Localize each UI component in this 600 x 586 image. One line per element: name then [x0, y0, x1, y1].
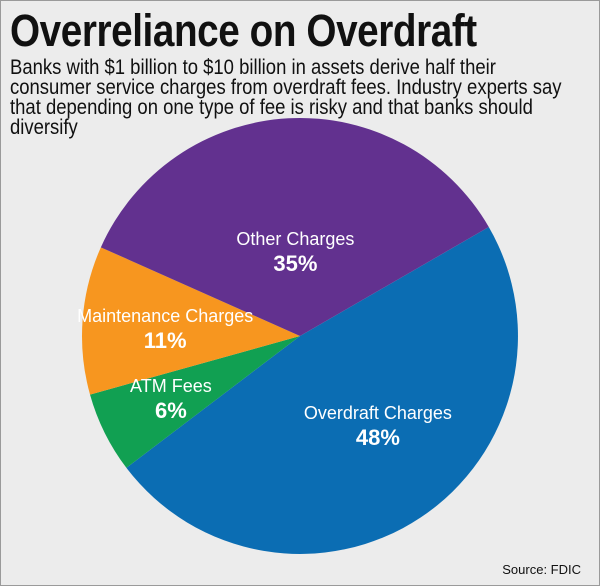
pie-slice-overdraft-charges: [126, 227, 518, 554]
chart-title: Overreliance on Overdraft: [10, 5, 477, 56]
pie-slice-atm-fees: [90, 336, 300, 468]
slice-label-percent: 11%: [144, 328, 187, 353]
pie-slice-maintenance-charges: [82, 247, 300, 395]
slice-label-percent: 35%: [273, 251, 317, 276]
source-note: Source: FDIC: [502, 562, 581, 577]
slice-label-name: Maintenance Charges: [77, 306, 253, 326]
chart-subtitle: Banks with $1 billion to $10 billion in …: [10, 56, 562, 139]
slice-label-name: Other Charges: [236, 229, 354, 249]
slice-label-percent: 48%: [356, 425, 400, 450]
pie-slices: [82, 118, 518, 554]
slice-label-percent: 6%: [155, 398, 187, 423]
slice-label-name: ATM Fees: [130, 376, 212, 396]
pie-slice-other-charges: [100, 118, 489, 336]
slice-label-name: Overdraft Charges: [304, 403, 452, 423]
